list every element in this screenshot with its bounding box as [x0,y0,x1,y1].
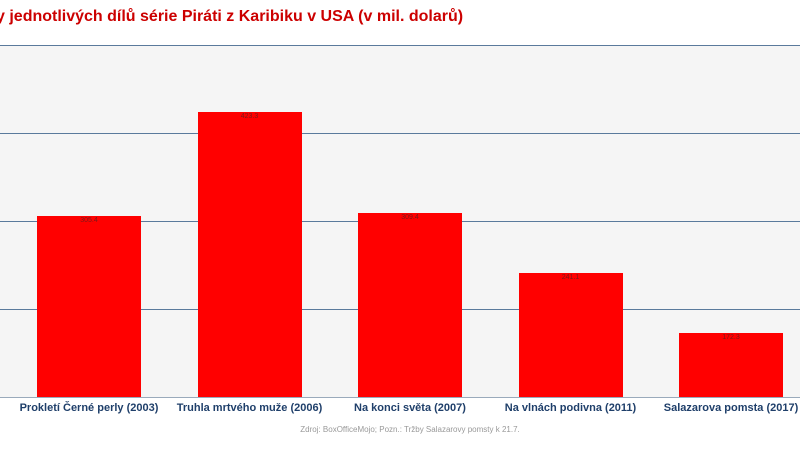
bar [197,112,302,397]
gridline-500 [0,45,800,46]
chart-title: y jednotlivých dílů série Piráti z Karib… [0,8,464,25]
bar [37,216,141,397]
x-axis-line [0,397,800,398]
source-note: Zdroj: BoxOfficeMojo; Pozn.: Tržby Salaz… [300,425,520,434]
bar-value-label: 423.3 [240,113,259,121]
x-axis-category-label: Truhla mrtvého muže (2006) [176,402,323,414]
bar-value-label: 305.4 [80,217,98,225]
x-axis-category-label: Prokletí Černé perly (2003) [19,402,159,414]
bar-value-label: 172.3 [722,334,740,342]
x-axis-category-label: Na konci světa (2007) [354,402,466,414]
bar [679,333,783,397]
x-axis-category-label: Na vlnách podivna (2011) [504,402,637,414]
bar [358,212,462,397]
bar [518,272,623,397]
x-axis-category-label: Salazarova pomsta (2017) [663,402,799,414]
bar-value-label: 309.4 [401,213,419,221]
bar-value-label: 241.1 [561,273,580,281]
gridline-400 [0,133,800,134]
